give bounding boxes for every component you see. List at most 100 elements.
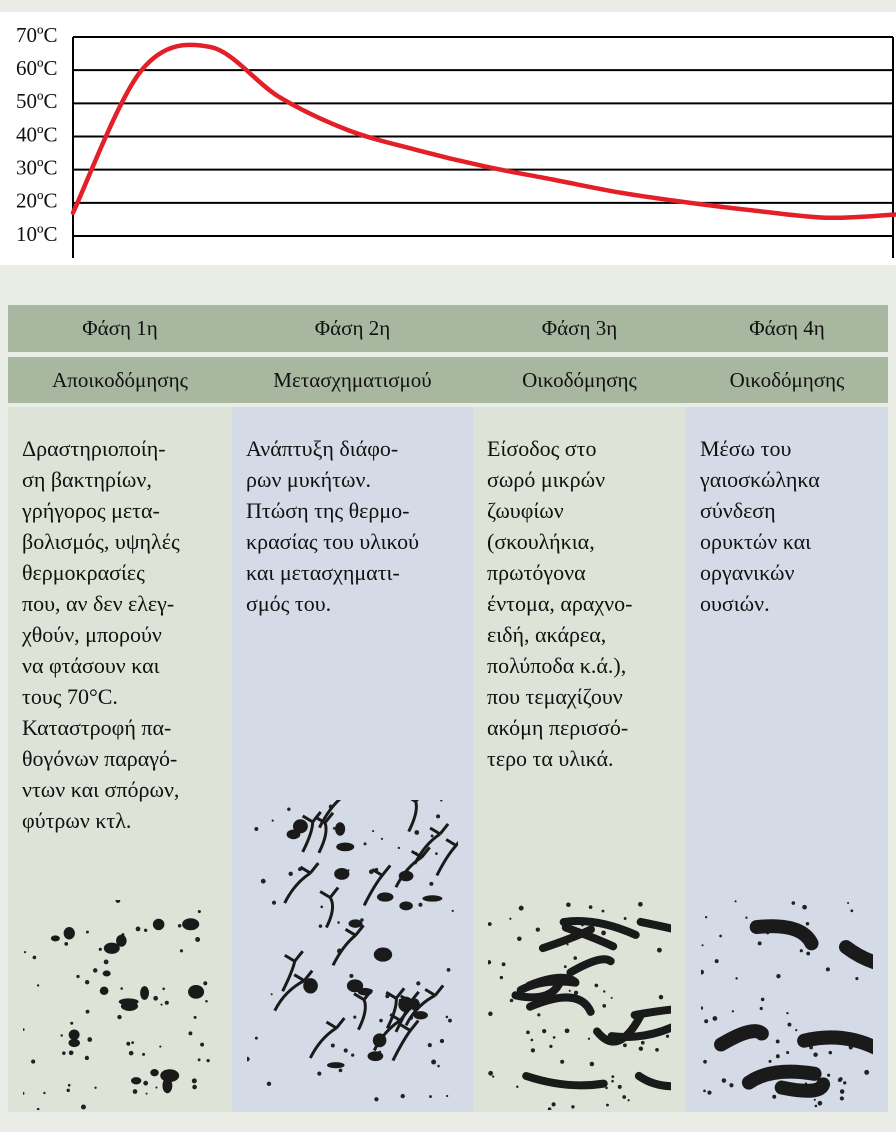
description-line: που, αν δεν ελεγ- <box>22 588 232 619</box>
speck <box>431 1060 436 1065</box>
speck <box>840 1096 844 1100</box>
speck <box>732 1010 734 1012</box>
description-line: ζωυφίων <box>487 495 686 526</box>
description-line: θογόνων παραγό- <box>22 743 232 774</box>
creature <box>530 997 591 1011</box>
y-tick-label: 50ºC <box>16 89 58 113</box>
speck <box>815 1105 818 1108</box>
microbe <box>335 822 345 836</box>
y-tick-label: 70ºC <box>16 23 58 47</box>
speck <box>69 1050 74 1055</box>
microbe <box>287 829 301 839</box>
speck <box>205 1000 208 1003</box>
speck <box>531 1048 535 1052</box>
speck <box>536 927 540 931</box>
description-line: φύτρων κτλ. <box>22 805 232 836</box>
speck <box>734 900 736 902</box>
speck <box>61 1034 63 1036</box>
speck <box>602 910 605 913</box>
speck <box>850 909 853 912</box>
speck <box>729 1083 733 1087</box>
speck <box>99 948 102 951</box>
speck <box>418 903 422 907</box>
speck <box>776 1054 780 1058</box>
description-line: γαιοσκώληκα <box>700 464 888 495</box>
speck <box>537 1013 540 1016</box>
speck <box>23 1028 25 1031</box>
microbe <box>188 985 204 999</box>
description-line: Μέσω του <box>700 433 888 464</box>
microbe <box>413 1011 428 1019</box>
description-line: κρασίας του υλικού <box>246 526 473 557</box>
speck <box>566 902 571 907</box>
speck <box>611 1080 614 1083</box>
speck <box>86 1010 90 1014</box>
speck <box>573 956 577 960</box>
speck <box>701 1006 703 1009</box>
microbe <box>374 947 392 961</box>
speck <box>553 1036 556 1039</box>
creature <box>721 1031 762 1044</box>
microbe <box>422 895 442 901</box>
speck <box>428 1043 432 1047</box>
speck <box>126 1042 130 1046</box>
speck <box>194 1016 197 1019</box>
speck <box>517 936 522 941</box>
speck <box>446 1095 448 1097</box>
speck <box>414 830 419 835</box>
description-line: Πτώση της θερμο- <box>246 495 473 526</box>
speck <box>624 917 627 920</box>
speck <box>776 974 780 978</box>
speck <box>87 1037 92 1042</box>
hypha <box>354 990 372 1030</box>
speck <box>705 916 707 918</box>
speck <box>551 1102 555 1106</box>
speck <box>153 996 158 1001</box>
speck <box>86 931 89 934</box>
microbe <box>103 970 111 976</box>
speck <box>826 967 830 971</box>
microbe <box>377 892 394 901</box>
hypha <box>283 951 303 991</box>
speck <box>447 968 451 972</box>
speck <box>76 975 79 978</box>
description-line: πολύποδα κ.ά.), <box>487 650 686 681</box>
speck <box>155 1086 157 1088</box>
speck <box>416 981 420 985</box>
description-line: ειδή, ακάρεα, <box>487 619 686 650</box>
speck <box>516 1085 518 1087</box>
speck <box>429 882 433 886</box>
speck <box>531 1039 534 1042</box>
speck <box>618 1085 622 1089</box>
speck <box>31 1060 35 1064</box>
speck <box>33 956 37 960</box>
speck <box>603 990 605 992</box>
microbe <box>399 901 413 910</box>
y-tick-label: 20ºC <box>16 189 58 213</box>
speck <box>758 941 762 945</box>
speck <box>548 1107 552 1110</box>
speck <box>272 819 274 821</box>
speck <box>818 1101 823 1106</box>
speck <box>131 1041 134 1044</box>
speck <box>829 1051 833 1055</box>
microbe <box>140 986 149 1000</box>
speck <box>331 1044 335 1048</box>
speck <box>641 1041 645 1045</box>
speck <box>353 1016 356 1019</box>
microbe <box>327 1062 345 1068</box>
speck <box>701 970 704 975</box>
description-line: βολισμός, υψηλές <box>22 526 232 557</box>
speck <box>855 977 858 980</box>
speck <box>254 827 258 831</box>
speck <box>806 922 810 926</box>
hypha <box>285 863 319 903</box>
description-line: τερο τα υλικά. <box>487 743 686 774</box>
speck <box>133 1089 138 1094</box>
speck <box>43 1092 45 1094</box>
speck <box>814 1099 816 1101</box>
microbe <box>368 1051 384 1061</box>
speck <box>588 1038 590 1040</box>
speck <box>247 1057 250 1062</box>
speck <box>437 1065 440 1068</box>
